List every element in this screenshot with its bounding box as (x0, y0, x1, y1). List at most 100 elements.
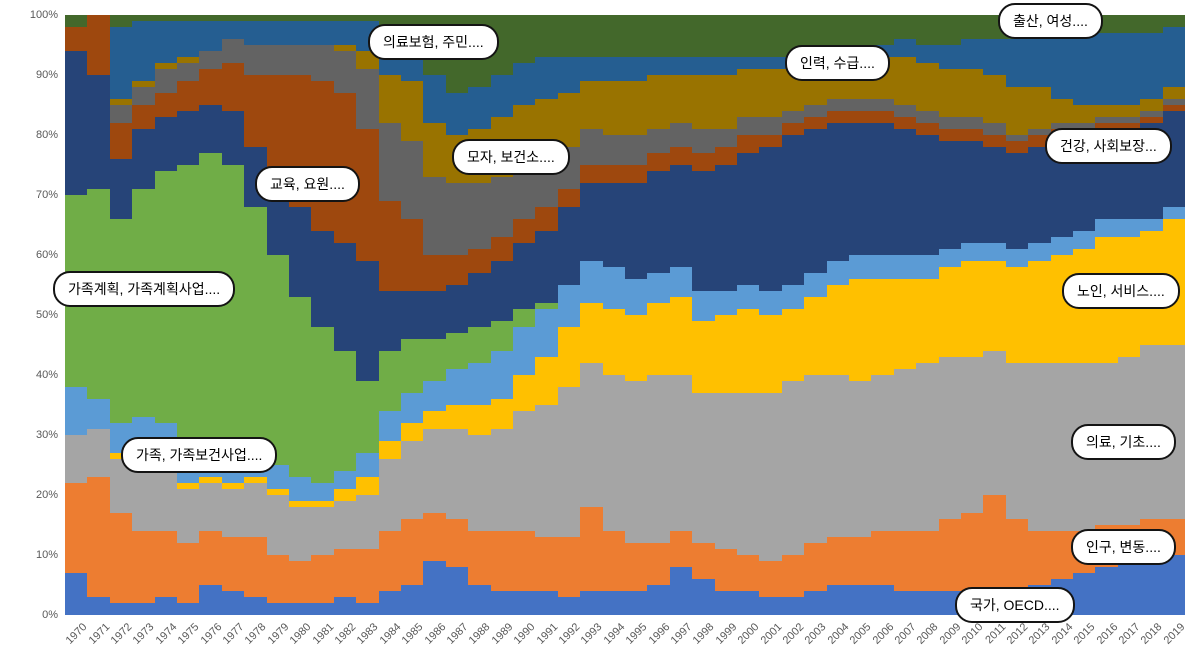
segment (378, 75, 402, 123)
segment (580, 57, 604, 81)
segment (916, 111, 940, 123)
segment (1162, 27, 1186, 87)
segment (737, 153, 760, 285)
segment (1117, 15, 1141, 33)
column-2000 (737, 15, 760, 615)
callout-bubble[interactable]: 노인, 서비스.... (1062, 273, 1180, 309)
callout-bubble[interactable]: 의료보험, 주민.... (368, 24, 499, 60)
callout-bubble[interactable]: 의료, 기초.... (1071, 424, 1176, 460)
segment (1073, 105, 1096, 123)
x-tick-label: 1990 (511, 621, 538, 647)
column-2006 (871, 15, 895, 615)
segment (961, 69, 984, 117)
segment (109, 603, 133, 615)
segment (423, 255, 447, 291)
segment (625, 279, 648, 315)
segment (87, 597, 111, 615)
callout-bubble[interactable]: 건강, 사회보장... (1045, 128, 1172, 164)
segment (244, 45, 268, 75)
column-2017 (1117, 15, 1141, 615)
y-tick-label: 20% (35, 489, 58, 501)
segment (669, 267, 693, 297)
segment (826, 585, 850, 615)
segment (804, 105, 828, 117)
column-2005 (849, 15, 872, 615)
callout-bubble[interactable]: 출산, 여성.... (998, 3, 1103, 39)
segment (289, 561, 312, 603)
segment (401, 423, 424, 441)
segment (849, 99, 872, 111)
segment (1117, 33, 1141, 105)
segment (401, 519, 424, 585)
segment (1050, 363, 1074, 531)
segment (916, 279, 940, 363)
segment (714, 393, 738, 549)
x-tick-label: 1995 (623, 621, 650, 647)
callout-bubble[interactable]: 인력, 수급.... (785, 45, 890, 81)
segment (961, 39, 984, 69)
segment (490, 591, 514, 615)
segment (871, 531, 895, 585)
x-tick-label: 1975 (175, 621, 202, 647)
segment (154, 117, 178, 171)
segment (602, 15, 626, 57)
callout-bubble[interactable]: 가족계획, 가족계획사업.... (53, 271, 236, 307)
segment (490, 237, 514, 261)
segment (983, 495, 1007, 597)
segment (647, 543, 671, 585)
x-tick-label: 2014 (1049, 621, 1076, 647)
segment (333, 501, 357, 549)
segment (916, 45, 940, 63)
segment (154, 465, 178, 531)
callout-bubble[interactable]: 가족, 가족보건사업.... (121, 437, 278, 473)
segment (961, 129, 984, 141)
segment (557, 327, 581, 387)
segment (423, 429, 447, 513)
x-tick-label: 1987 (444, 621, 471, 647)
callout-bubble[interactable]: 모자, 보건소.... (452, 139, 570, 175)
segment (759, 117, 783, 135)
segment (65, 15, 88, 27)
segment (221, 63, 245, 111)
column-1985 (401, 15, 424, 615)
segment (266, 555, 290, 603)
callout-bubble[interactable]: 국가, OECD.... (955, 587, 1075, 623)
segment (266, 255, 290, 465)
segment (625, 183, 648, 279)
segment (423, 381, 447, 411)
segment (647, 273, 671, 303)
segment (177, 15, 200, 21)
segment (490, 177, 514, 237)
callout-bubble[interactable]: 인구, 변동.... (1071, 529, 1176, 565)
segment (1140, 111, 1164, 117)
segment (759, 69, 783, 117)
column-2007 (893, 15, 917, 615)
segment (580, 183, 604, 261)
x-tick-label: 1971 (86, 621, 113, 647)
segment (1028, 147, 1052, 243)
plot-area (65, 15, 1186, 615)
segment (221, 483, 245, 489)
segment (961, 261, 984, 357)
segment (311, 501, 335, 507)
segment (737, 69, 760, 117)
callout-bubble[interactable]: 교육, 요원.... (255, 166, 360, 202)
segment (468, 405, 492, 435)
segment (669, 567, 693, 615)
segment (468, 585, 492, 615)
segment (692, 543, 716, 579)
segment (557, 57, 581, 93)
segment (356, 261, 380, 381)
segment (490, 75, 514, 117)
segment (87, 75, 111, 189)
segment (692, 153, 716, 171)
segment (826, 99, 850, 111)
segment (199, 51, 223, 69)
segment (87, 477, 111, 597)
segment (557, 597, 581, 615)
segment (1162, 345, 1186, 519)
segment (737, 309, 760, 393)
segment (557, 93, 581, 147)
segment (602, 591, 626, 615)
